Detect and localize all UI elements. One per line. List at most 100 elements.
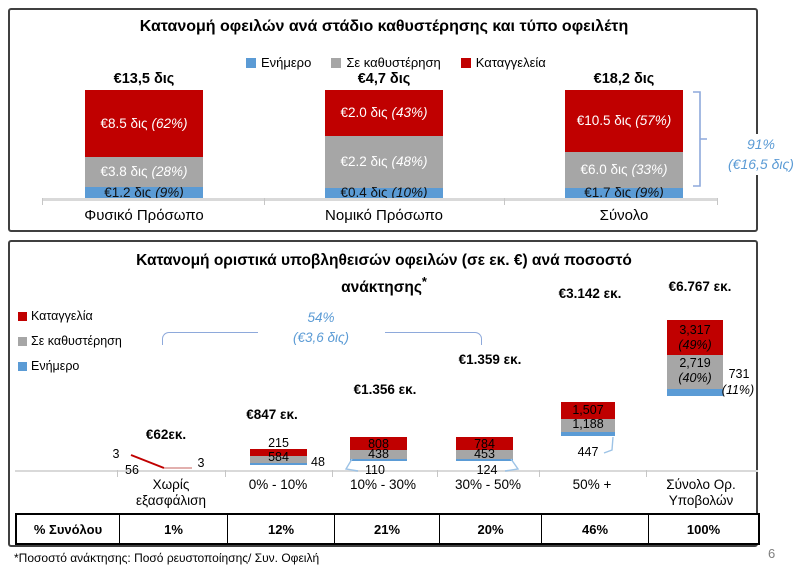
table-cell: 100% [648,515,758,543]
bar-total-label: €3.142 εκ. [558,286,622,301]
table-cell: 12% [227,515,334,543]
bar-segment-gray [561,419,615,432]
page-number: 6 [768,546,776,561]
legend-item-kataggelia: Καταγγελία [18,309,93,323]
x-category-label: Νομικό Πρόσωπο [325,207,443,224]
stacked-bar-10-30 [350,437,407,461]
bar-segment-gray: €3.8 δις (28%) [85,157,203,187]
bar-segment-red: €8.5 δις (62%) [85,90,203,157]
legend-label: Ενήμερο [261,55,312,70]
bracket-annotation-54pct: 54% (€3,6 δις) [280,308,362,348]
bar-segment-blue [667,389,723,396]
bar-pct-blue: (11%) [721,383,755,397]
axis-tick [117,470,118,477]
bar-value-red: 3,317 [679,323,711,337]
bar-segment-blue [250,463,307,465]
annotation-line1: 54% [307,310,335,325]
bar-segment-gray [250,456,307,463]
stacked-bar-synolo: €10.5 δις (57%) €6.0 δις (33%) €1.7 δις (9%… [565,90,683,200]
bottom-title-line1: Κατανομή οριστικά υποβληθεισών οφειλών (… [136,252,632,269]
bar-segment-blue [350,459,407,461]
legend-label: Σε καθυστέρηση [346,55,441,70]
bar-segment-red [350,437,407,450]
bar-segment-gray [350,450,407,459]
bar-value-blue: 124 [476,463,498,477]
bar-value-blue: 447 [577,445,599,459]
legend-item-se-kathisterisi: Σε καθυστέρηση [18,334,122,348]
bar-segment-blue: €1.7 δις (9%) [565,186,683,200]
bracket-annotation-91pct: 91% (€16,5 δις) [722,134,800,175]
bar-value-blue: 110 [365,463,385,477]
bar-value-red: 215 [268,436,289,450]
stacked-bar-nomiko-prosopo: €2.0 δις (43%) €2.2 δις (48%) €0.4 δις (10%… [325,90,443,200]
legend-label: Σε καθυστέρηση [31,334,122,348]
gray-square-icon [331,57,342,68]
bar-total-label: €1.356 εκ. [353,382,417,397]
bottom-title-line2: ανάκτησης* [341,274,427,297]
annotation-line2: (€3,6 δις) [292,329,350,345]
bar-total-label: €18,2 δις [593,71,655,87]
bar-segment-blue [561,432,615,436]
x-category-label: Χωρίς εξασφάλιση [136,477,206,508]
bottom-x-axis [15,470,758,472]
stacked-bar-synolo-ypovolon [667,320,723,396]
x-category-label: 30% - 50% [454,477,522,492]
table-row-header: % Συνόλου [33,521,103,537]
bar-segment-gray: €2.2 δις (48%) [325,136,443,188]
legend-label: Καταγγελία [31,309,93,323]
axis-tick [646,470,647,477]
bar-value-blue: 48 [311,455,325,469]
bar-pct-gray: (40%) [678,371,712,385]
legend-item-enimero: Ενήμερο [18,359,79,373]
axis-tick [717,198,718,205]
bar-value-red: 784 [474,437,495,451]
bottom-chart-title: Κατανομή οριστικά υποβληθεισών οφειλών (… [10,250,758,298]
table-cell: 1% [119,515,227,543]
blue-square-icon [246,57,256,68]
x-category-label: 10% - 30% [349,477,417,492]
bar-value-blue: 731 [728,367,750,381]
bar-segment-gray: €6.0 δις (33%) [565,152,683,188]
bar-segment-red [456,437,513,450]
bar-segment-red: €2.0 δις (43%) [325,90,443,136]
axis-tick [42,198,43,205]
bar-segment-red [667,320,723,355]
legend-item-enimero: Ενήμερο [246,55,311,70]
table-cell: 20% [439,515,541,543]
annotation-bracket-left [162,332,258,345]
bar-value-gray: 2,719 [679,356,711,370]
bottom-chart-panel [8,240,758,547]
table-cell: 21% [334,515,439,543]
annotation-line2: (€16,5 δις) [728,156,794,173]
axis-tick [539,470,540,477]
bar-segment-red: €10.5 δις (57%) [565,90,683,152]
legend-label: Καταγγελεία [475,55,546,70]
top-chart-legend: Ενήμερο Σε καθυστέρηση Καταγγελεία [246,55,546,70]
bar-pct-red: (49%) [678,338,712,352]
footnote: *Ποσοστό ανάκτησης: Ποσό ρευστοποίησης/ … [14,551,320,565]
stacked-bar-fysiko-prosopo: €8.5 δις (62%) €3.8 δις (28%) €1.2 δις (9%) [85,90,203,199]
bar-total-label: €1.359 εκ. [458,352,522,367]
bar-segment-blue [456,459,513,461]
title-asterisk: * [421,274,427,289]
legend-item-se-kathisterisi: Σε καθυστέρηση [331,55,441,70]
bar-segment-red [561,402,615,419]
bar-value-red: 1,507 [572,403,604,417]
bar-value-gray: 584 [268,450,289,464]
bar-segment-gray [667,355,723,389]
axis-tick [264,198,265,205]
legend-label: Ενήμερο [31,359,80,373]
x-category-label: Σύνολο Ορ. Υποβολών [666,477,736,508]
top-x-axis [42,198,718,201]
blue-square-icon [18,361,27,371]
pct-of-total-table: % Συνόλου 1% 12% 21% 20% 46% 100% [15,513,760,545]
bar-segment-gray [456,450,513,459]
annotation-bracket-right [385,332,482,345]
bar-value-gray: 438 [368,447,389,461]
stacked-bar-30-50 [456,437,513,461]
bar-total-label: €6.767 εκ. [668,279,732,294]
x-category-label: Φυσικό Πρόσωπο [84,207,204,224]
bar-total-label: €847 εκ. [246,407,298,422]
bar-value-gray: 453 [474,447,495,461]
